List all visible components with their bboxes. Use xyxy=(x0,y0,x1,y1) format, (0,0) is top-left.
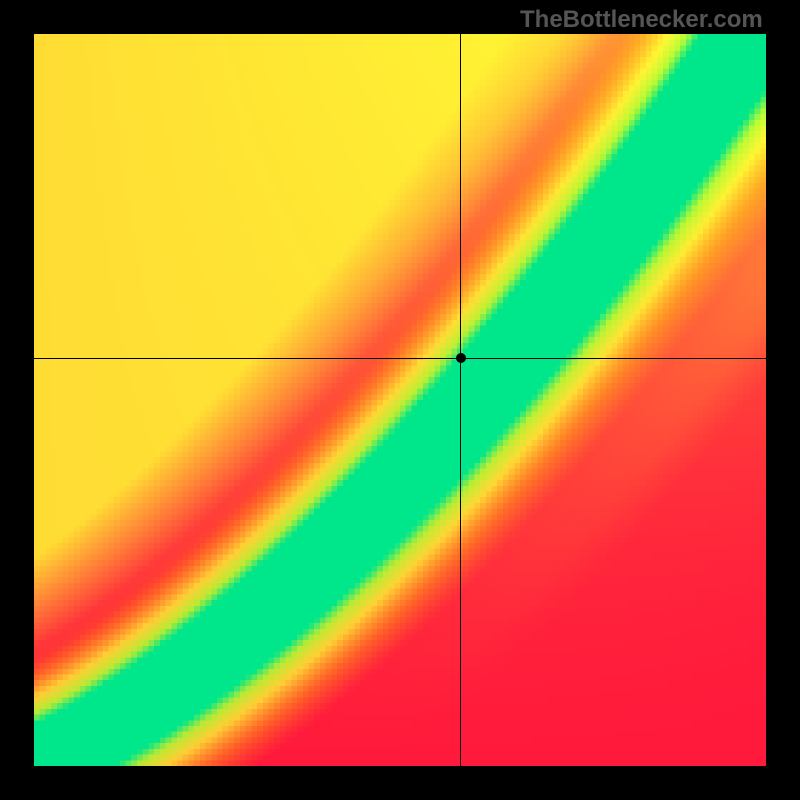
bottleneck-heatmap xyxy=(34,34,766,766)
crosshair-marker-dot xyxy=(456,353,466,363)
watermark-text: TheBottlenecker.com xyxy=(520,6,763,34)
crosshair-vertical-line xyxy=(460,34,461,766)
crosshair-horizontal-line xyxy=(34,358,766,359)
